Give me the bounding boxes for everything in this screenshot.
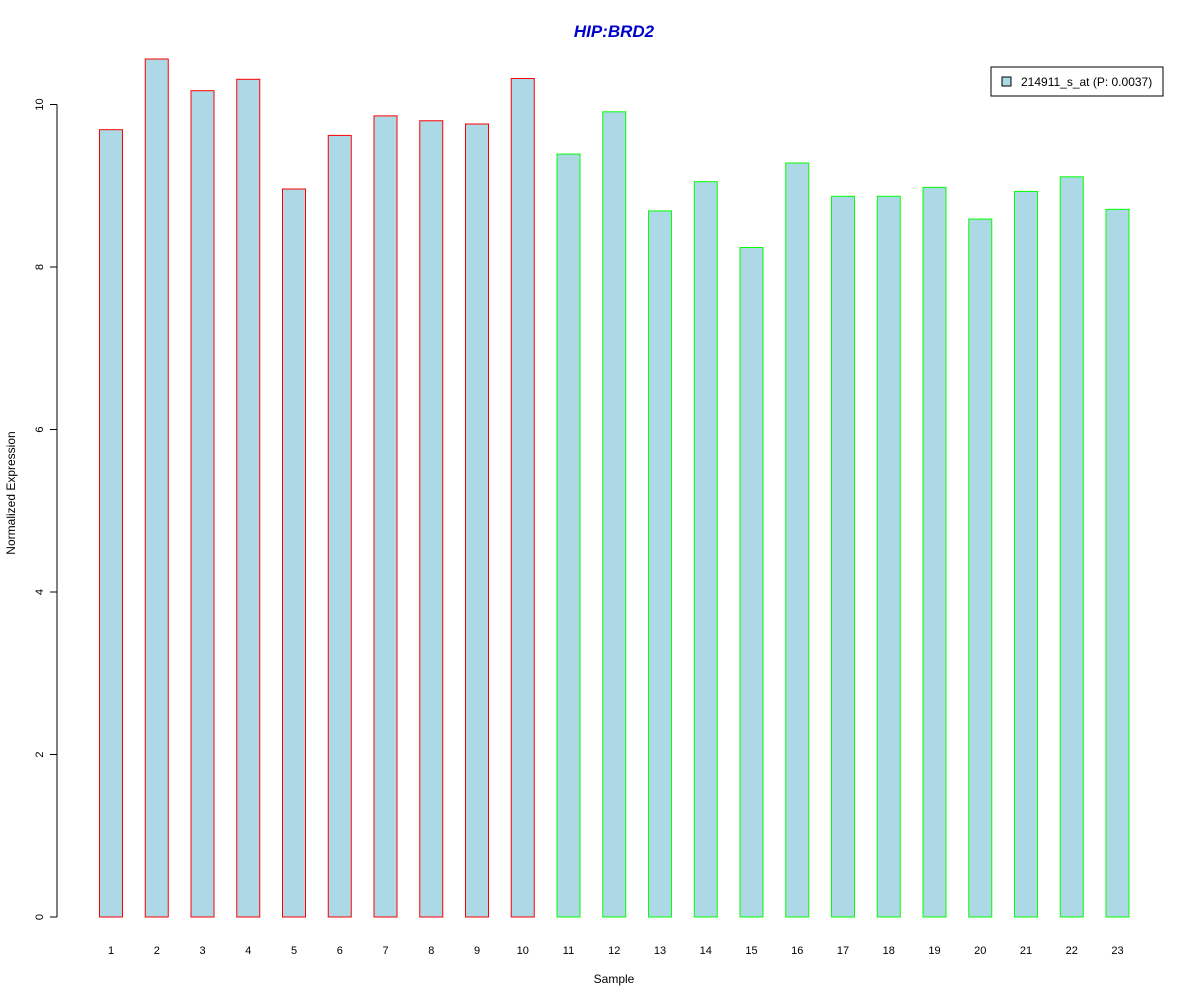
x-tick-label: 18 xyxy=(883,945,895,957)
bar-sample-19 xyxy=(922,186,947,918)
bar-sample-22 xyxy=(1059,176,1084,918)
bar-sample-16 xyxy=(785,162,810,918)
y-tick-labels: 0 2 4 6 8 10 xyxy=(34,98,46,920)
x-tick-label: 4 xyxy=(245,945,251,957)
x-tick-label: 13 xyxy=(654,945,666,957)
x-tick-label: 21 xyxy=(1020,945,1032,957)
y-tick-label: 4 xyxy=(34,589,46,595)
y-tick-label: 10 xyxy=(34,98,46,110)
x-tick-label: 5 xyxy=(291,945,297,957)
y-tick-label: 6 xyxy=(34,426,46,432)
x-tick-label: 3 xyxy=(199,945,205,957)
y-axis-label: Normalized Expression xyxy=(4,431,18,554)
x-tick-label: 15 xyxy=(745,945,757,957)
x-tick-label: 16 xyxy=(791,945,803,957)
x-tick-label: 20 xyxy=(974,945,986,957)
x-tick-label: 23 xyxy=(1111,945,1123,957)
x-tick-label: 17 xyxy=(837,945,849,957)
x-tick-labels: 1 2 3 4 5 6 7 8 9 10 11 12 13 14 15 16 17 18 19 20 21 22 23 xyxy=(108,945,1124,957)
bar-sample-23 xyxy=(1105,208,1130,918)
bar-sample-13 xyxy=(648,210,672,918)
bar-sample-15 xyxy=(739,247,764,918)
y-tick-label: 8 xyxy=(34,264,46,270)
x-tick-label: 12 xyxy=(608,945,620,957)
bar-sample-10 xyxy=(510,78,535,918)
bar-sample-21 xyxy=(1014,190,1038,918)
x-tick-label: 11 xyxy=(563,945,574,957)
legend: 214911_s_at (P: 0.0037) xyxy=(990,66,1164,97)
x-tick-label: 2 xyxy=(154,945,160,957)
bar-sample-8 xyxy=(419,120,444,918)
legend-box xyxy=(990,66,1164,97)
x-tick-label: 8 xyxy=(428,945,434,957)
bar-sample-3 xyxy=(190,90,215,918)
x-tick-label: 1 xyxy=(108,945,114,957)
y-axis xyxy=(50,104,58,918)
bar-sample-17 xyxy=(831,195,855,918)
x-axis-label: Sample xyxy=(594,972,635,986)
x-tick-label: 14 xyxy=(700,945,712,957)
x-tick-label: 7 xyxy=(382,945,388,957)
bar-sample-9 xyxy=(465,123,489,918)
x-tick-label: 9 xyxy=(474,945,480,957)
bar-sample-7 xyxy=(373,115,398,918)
bars xyxy=(99,58,1130,918)
y-tick-label: 2 xyxy=(34,751,46,757)
y-tick-label: 0 xyxy=(34,914,46,920)
bar-sample-1 xyxy=(99,129,123,918)
bar-sample-2 xyxy=(144,58,169,918)
x-tick-label: 10 xyxy=(517,945,529,957)
chart-title: HIP:BRD2 xyxy=(574,22,655,41)
x-tick-label: 22 xyxy=(1066,945,1078,957)
bar-sample-4 xyxy=(236,78,261,918)
bar-sample-5 xyxy=(282,188,306,918)
legend-label: 214911_s_at (P: 0.0037) xyxy=(1021,75,1152,89)
bar-sample-20 xyxy=(968,218,993,918)
bar-sample-18 xyxy=(876,195,901,918)
bar-sample-11 xyxy=(556,153,581,918)
bar-sample-6 xyxy=(327,134,352,918)
x-tick-label: 19 xyxy=(928,945,940,957)
bar-sample-12 xyxy=(602,111,627,918)
legend-swatch xyxy=(1001,76,1012,87)
x-tick-label: 6 xyxy=(337,945,343,957)
bar-sample-14 xyxy=(693,181,718,918)
